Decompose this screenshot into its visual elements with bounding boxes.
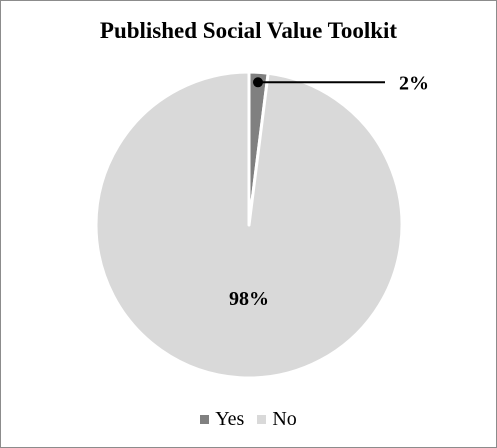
data-label-yes: 2% [399, 72, 429, 94]
pie-slice-no [94, 70, 404, 380]
pie-slices [94, 70, 404, 380]
leader-dot-yes [252, 77, 263, 88]
data-label-no: 98% [229, 288, 269, 310]
legend-item-yes: Yes [200, 408, 244, 431]
legend-item-no: No [257, 408, 297, 431]
chart-legend: Yes No [1, 407, 496, 431]
legend-label-yes: Yes [215, 408, 245, 430]
legend-label-no: No [272, 408, 297, 430]
legend-swatch-yes [200, 415, 210, 424]
chart-title: Published Social Value Toolkit [99, 18, 398, 43]
legend-swatch-no [257, 415, 267, 424]
